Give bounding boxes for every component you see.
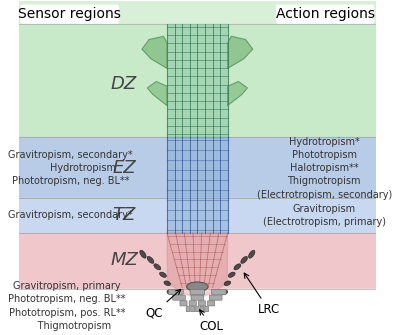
Ellipse shape (164, 281, 171, 286)
Text: QC: QC (146, 289, 181, 320)
FancyBboxPatch shape (196, 307, 199, 312)
FancyBboxPatch shape (210, 295, 222, 300)
Ellipse shape (241, 256, 248, 263)
Polygon shape (147, 81, 167, 106)
Ellipse shape (224, 281, 231, 286)
Ellipse shape (222, 290, 228, 294)
Ellipse shape (234, 264, 241, 270)
Ellipse shape (187, 282, 208, 291)
Text: LRC: LRC (244, 273, 280, 316)
Polygon shape (167, 233, 228, 298)
FancyBboxPatch shape (186, 307, 190, 312)
Ellipse shape (147, 256, 154, 263)
Text: Gravitropism, primary
Phototropism, neg. BL**
Phototropism, pos. RL**
     Thigm: Gravitropism, primary Phototropism, neg.… (8, 281, 126, 331)
Bar (19, 289, 376, 321)
Ellipse shape (160, 272, 166, 277)
Text: MZ: MZ (110, 251, 138, 269)
FancyBboxPatch shape (212, 289, 226, 294)
Bar (167, 24, 228, 137)
FancyBboxPatch shape (190, 289, 205, 294)
FancyBboxPatch shape (173, 295, 185, 300)
FancyBboxPatch shape (276, 5, 374, 24)
Ellipse shape (167, 290, 173, 294)
Polygon shape (142, 36, 167, 68)
FancyBboxPatch shape (205, 307, 208, 312)
Bar (19, 198, 376, 233)
Polygon shape (228, 81, 247, 106)
Text: Gravitropism, secondary*: Gravitropism, secondary* (8, 210, 133, 220)
FancyBboxPatch shape (198, 301, 206, 306)
Ellipse shape (154, 264, 161, 270)
Bar (167, 137, 228, 233)
Text: Gravitropism
(Electrotropism, primary): Gravitropism (Electrotropism, primary) (263, 204, 386, 227)
Text: Sensor regions: Sensor regions (18, 7, 121, 21)
Bar (19, 233, 376, 289)
Ellipse shape (248, 250, 255, 258)
FancyBboxPatch shape (200, 307, 204, 312)
Text: COL: COL (200, 310, 224, 333)
Text: Action regions: Action regions (276, 7, 375, 21)
FancyBboxPatch shape (208, 301, 215, 306)
Text: Hydrotropism*
Phototropism
Halotropism**
Thigmotropism
(Electrotropism, secondar: Hydrotropism* Phototropism Halotropism**… (256, 137, 392, 200)
Text: DZ: DZ (111, 75, 137, 93)
FancyBboxPatch shape (191, 295, 204, 300)
Polygon shape (228, 36, 253, 68)
Bar (19, 1, 376, 24)
Text: TZ: TZ (112, 206, 136, 224)
Text: Gravitropism, secondary*
        Hydrotropism
Phototropism, neg. BL**: Gravitropism, secondary* Hydrotropism Ph… (8, 150, 133, 186)
Text: EZ: EZ (112, 158, 136, 177)
Bar (19, 137, 376, 198)
FancyBboxPatch shape (189, 301, 196, 306)
FancyBboxPatch shape (20, 5, 119, 24)
FancyBboxPatch shape (191, 307, 194, 312)
FancyBboxPatch shape (168, 289, 183, 294)
Bar (19, 24, 376, 137)
Ellipse shape (140, 250, 146, 258)
Ellipse shape (228, 272, 235, 277)
FancyBboxPatch shape (180, 301, 187, 306)
